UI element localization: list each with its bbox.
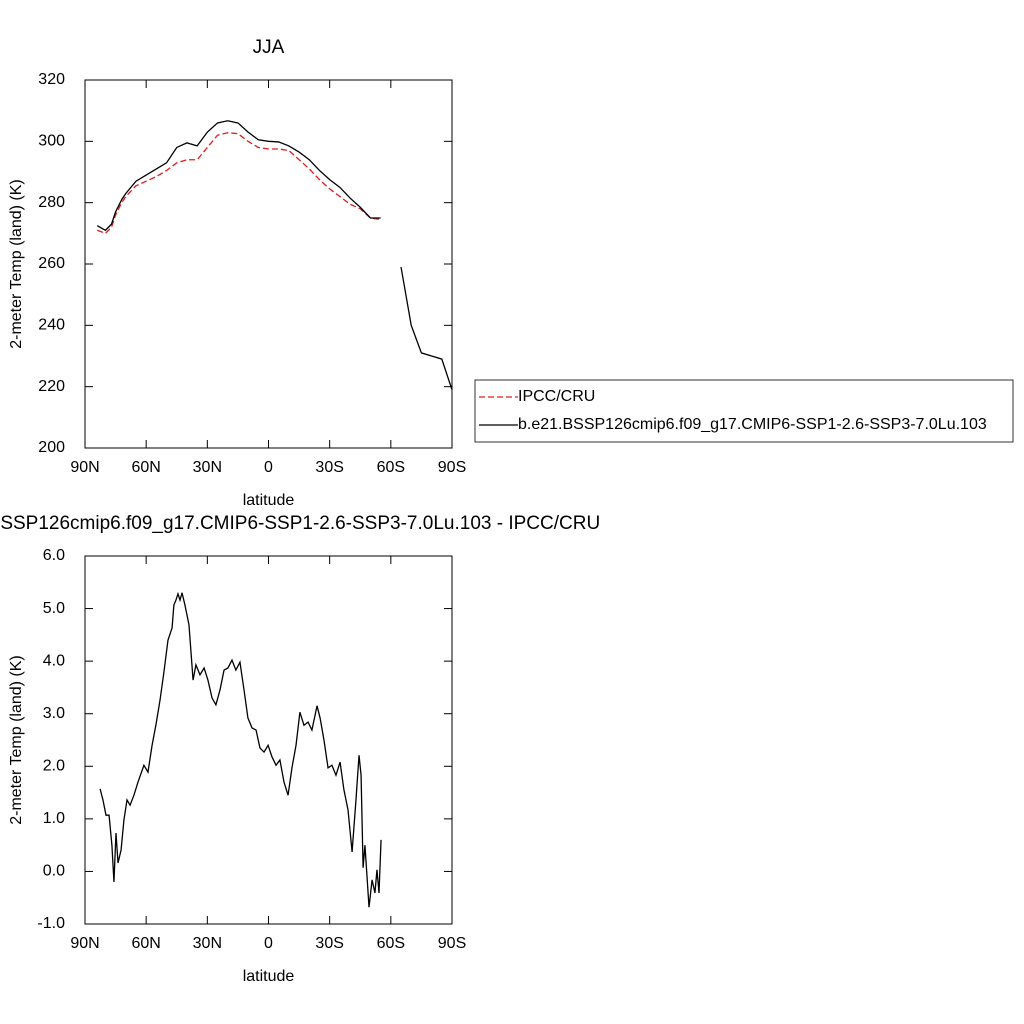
x-tick-label: 30N [193,935,222,952]
x-tick-label: 90S [438,935,466,952]
x-tick-label: 90S [438,459,466,476]
legend-box [474,379,1014,443]
plot-frame [84,79,453,449]
data-line [99,591,382,908]
y-tick-label: 0.0 [43,863,65,880]
y-tick-label: 3.0 [43,705,65,722]
data-line [400,266,453,390]
y-axis-label: 2-meter Temp (land) (K) [8,179,25,349]
x-axis-label: latitude [243,968,295,985]
y-tick-label: 260 [38,255,65,272]
y-tick-label: 1.0 [43,810,65,827]
legend-label: IPCC/CRU [518,388,595,405]
x-tick-label: 90N [70,935,99,952]
chart-title: JJA [253,37,285,58]
x-tick-label: 30S [315,935,343,952]
x-tick-label: 30S [315,459,343,476]
x-axis-label: latitude [243,492,295,509]
y-tick-label: 4.0 [43,652,65,669]
x-tick-label: 90N [70,459,99,476]
legend-label: b.e21.BSSP126cmip6.f09_g17.CMIP6-SSP1-2.… [518,416,987,433]
data-line [97,132,381,235]
chart-title: b.e21.BSSP126cmip6.f09_g17.CMIP6-SSP1-2.… [0,513,600,534]
y-tick-label: 300 [38,133,65,150]
x-tick-label: 60S [377,459,405,476]
data-line [96,120,381,232]
y-tick-label: 2.0 [43,758,65,775]
y-tick-label: 280 [38,194,65,211]
x-tick-label: 60N [131,935,160,952]
y-tick-label: -1.0 [37,915,65,932]
y-tick-label: 220 [38,378,65,395]
x-tick-label: 30N [193,459,222,476]
y-tick-label: 200 [38,439,65,456]
y-tick-label: 240 [38,317,65,334]
x-tick-label: 0 [264,459,273,476]
y-axis-label: 2-meter Temp (land) (K) [8,655,25,825]
x-tick-label: 60N [131,459,160,476]
legend: IPCC/CRU b.e21.BSSP126cmip6.f09_g17.CMIP6… [474,379,1014,443]
y-tick-label: 5.0 [43,600,65,617]
x-tick-label: 60S [377,935,405,952]
plot-frame [84,555,453,925]
y-tick-label: 320 [38,71,65,88]
y-tick-label: 6.0 [43,547,65,564]
x-tick-label: 0 [264,935,273,952]
